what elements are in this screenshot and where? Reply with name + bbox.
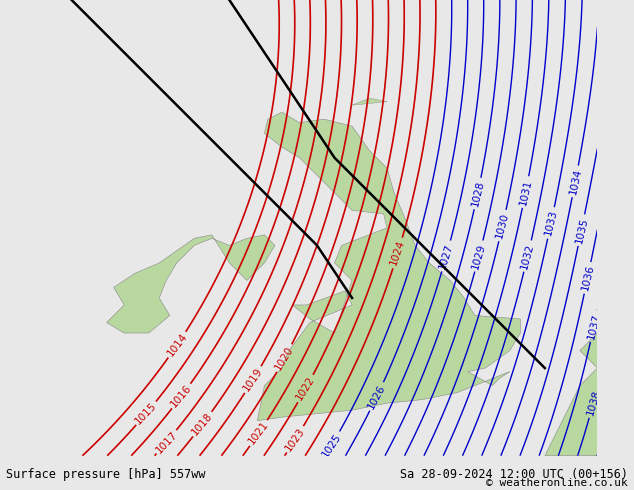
Polygon shape [545, 105, 634, 456]
Text: 1033: 1033 [543, 209, 559, 237]
Text: 1015: 1015 [134, 400, 159, 426]
Text: 1030: 1030 [495, 212, 510, 240]
Text: 1037: 1037 [586, 312, 602, 340]
Text: 1022: 1022 [294, 375, 317, 402]
Text: 1025: 1025 [320, 431, 343, 459]
Text: 1024: 1024 [389, 239, 407, 267]
Text: 1019: 1019 [242, 366, 264, 393]
Text: 1026: 1026 [366, 383, 387, 411]
Text: 1034: 1034 [567, 168, 583, 196]
Text: 1031: 1031 [518, 178, 533, 206]
Text: 1017: 1017 [154, 429, 179, 455]
Text: 1020: 1020 [273, 344, 295, 372]
Text: 1038: 1038 [585, 388, 602, 416]
Text: Surface pressure [hPa] 557ww: Surface pressure [hPa] 557ww [6, 467, 206, 481]
Text: 1021: 1021 [247, 419, 271, 446]
Text: © weatheronline.co.uk: © weatheronline.co.uk [486, 478, 628, 488]
Text: 1027: 1027 [437, 242, 455, 270]
Text: 1018: 1018 [190, 411, 215, 438]
Text: 1035: 1035 [574, 216, 589, 244]
Text: 1023: 1023 [283, 426, 307, 453]
Polygon shape [107, 235, 275, 333]
Text: 1029: 1029 [470, 242, 488, 270]
Text: 1032: 1032 [519, 242, 536, 270]
Text: 1014: 1014 [165, 331, 189, 358]
Text: Sa 28-09-2024 12:00 UTC (00+156): Sa 28-09-2024 12:00 UTC (00+156) [399, 467, 628, 481]
Text: 1036: 1036 [579, 264, 595, 292]
Text: 1028: 1028 [470, 179, 486, 208]
Text: 1016: 1016 [169, 383, 194, 410]
Polygon shape [257, 112, 521, 420]
Polygon shape [352, 98, 387, 105]
